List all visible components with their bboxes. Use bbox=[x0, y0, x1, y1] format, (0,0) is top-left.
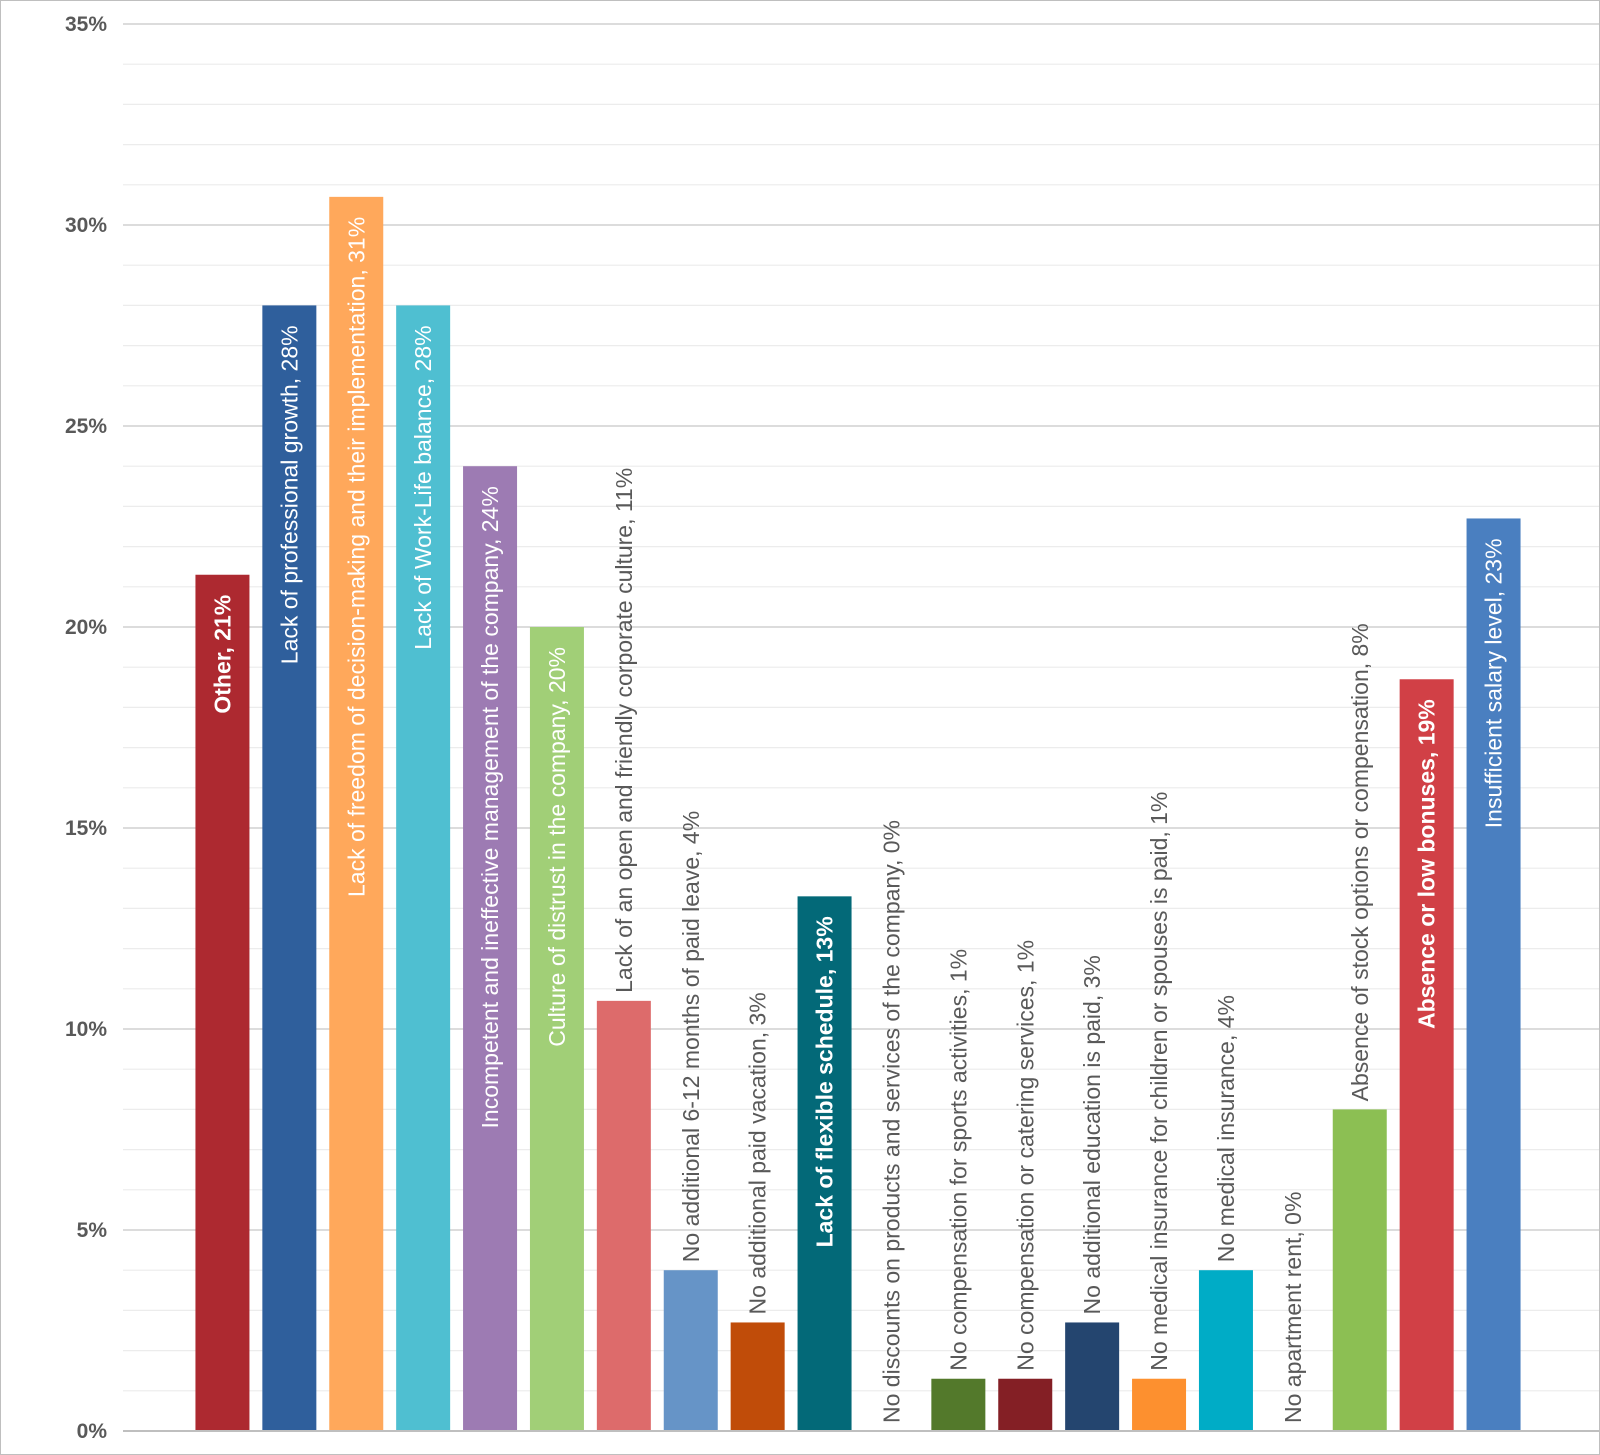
bar-data-label: No compensation or catering services, 1% bbox=[1012, 940, 1038, 1371]
y-tick-label: 15% bbox=[65, 817, 107, 840]
bar-data-label: Culture of distrust in the company, 20% bbox=[544, 647, 570, 1047]
bar-data-label: Lack of freedom of decision-making and t… bbox=[343, 217, 369, 897]
bar bbox=[195, 574, 250, 1431]
bar-data-label: Insufficient salary level, 23% bbox=[1481, 538, 1507, 828]
bar-data-label: Incompetent and ineffective management o… bbox=[477, 486, 503, 1128]
bar-data-label: Absence of stock options or compensation… bbox=[1347, 623, 1373, 1101]
bar bbox=[396, 305, 451, 1431]
bar bbox=[663, 1270, 718, 1431]
bar bbox=[463, 466, 518, 1431]
y-axis: 0% 5% 10% 15% 20% 25% 30% 35% bbox=[65, 13, 107, 1443]
y-tick-label: 5% bbox=[77, 1219, 108, 1242]
y-tick-label: 30% bbox=[65, 214, 107, 237]
bar bbox=[998, 1378, 1053, 1431]
bars bbox=[195, 196, 1521, 1432]
y-tick-label: 0% bbox=[77, 1420, 108, 1443]
bar-data-label: No compensation for sports activities, 1… bbox=[945, 949, 971, 1371]
bar-data-label: No additional 6-12 months of paid leave,… bbox=[678, 811, 704, 1262]
bar-data-label: No medical insurance for children or spo… bbox=[1146, 792, 1172, 1371]
bar bbox=[1332, 1109, 1387, 1431]
bar bbox=[1399, 679, 1454, 1431]
bar-data-label: No apartment rent, 0% bbox=[1280, 1192, 1306, 1423]
bar bbox=[797, 896, 852, 1431]
bar bbox=[529, 627, 584, 1431]
bar-data-label: No medical insurance, 4% bbox=[1213, 995, 1239, 1262]
bar-data-label: No additional education is paid, 3% bbox=[1079, 955, 1105, 1314]
bar-labels: Other, 21% Lack of professional growth, 2… bbox=[209, 217, 1506, 1423]
bar-data-label: Absence or low bonuses, 19% bbox=[1414, 699, 1440, 1029]
bar-data-label: Lack of flexible schedule, 13% bbox=[812, 916, 838, 1247]
bar-data-label: Lack of an open and friendly corporate c… bbox=[611, 468, 637, 993]
bar bbox=[1065, 1322, 1120, 1431]
bar bbox=[1132, 1378, 1187, 1431]
bar bbox=[1466, 518, 1521, 1431]
y-tick-label: 25% bbox=[65, 415, 107, 438]
bar-data-label: Other, 21% bbox=[209, 595, 235, 714]
bar bbox=[262, 305, 317, 1431]
bar bbox=[596, 1000, 651, 1431]
bar-data-label: Lack of Work-Life balance, 28% bbox=[410, 325, 436, 649]
y-tick-label: 20% bbox=[65, 616, 107, 639]
bar-data-label: Lack of professional growth, 28% bbox=[276, 325, 302, 664]
bar bbox=[730, 1322, 785, 1431]
bar-data-label: No discounts on products and services of… bbox=[878, 820, 904, 1423]
y-tick-label: 10% bbox=[65, 1018, 107, 1041]
bar-data-label: No additional paid vacation, 3% bbox=[745, 992, 771, 1314]
bar bbox=[931, 1378, 986, 1431]
bar bbox=[1198, 1270, 1253, 1431]
bar bbox=[329, 196, 384, 1432]
y-tick-label: 35% bbox=[65, 13, 107, 36]
